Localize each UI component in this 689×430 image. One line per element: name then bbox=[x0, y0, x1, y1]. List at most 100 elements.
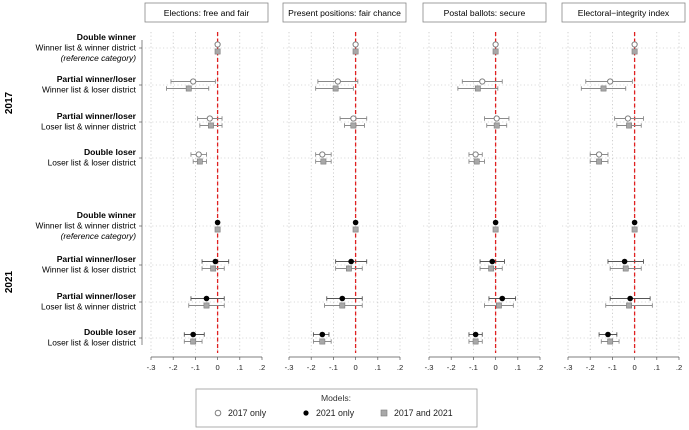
panel: Elections: free and fair -.3 -.2 -.1 0 .1 .2 bbox=[144, 2, 269, 372]
x-tick-label: .1 bbox=[654, 363, 660, 372]
data-point-2017-and-2021 bbox=[488, 265, 495, 272]
x-tick-label: -.1 bbox=[608, 363, 617, 372]
data-point-2017-and-2021 bbox=[492, 226, 499, 233]
x-tick-label: .2 bbox=[537, 363, 543, 372]
x-tick-label: .1 bbox=[515, 363, 521, 372]
x-tick-label: -.1 bbox=[191, 363, 200, 372]
data-point-2021-only bbox=[605, 331, 611, 338]
data-point-2017-only bbox=[352, 41, 359, 48]
panel-header bbox=[422, 2, 547, 23]
data-point-2017-only bbox=[206, 115, 213, 122]
panel: Postal ballots: secure -.3 -.2 -.1 0 .1 .2 bbox=[422, 2, 547, 372]
x-tick-label: -.3 bbox=[147, 363, 156, 372]
row-label-detail: Loser list & loser district bbox=[48, 158, 137, 168]
data-point-2017-only bbox=[190, 78, 197, 85]
legend-marker-square bbox=[380, 409, 388, 417]
x-tick-label: -.2 bbox=[307, 363, 316, 372]
data-point-2017-only bbox=[595, 151, 603, 158]
data-point-2017-only bbox=[479, 78, 486, 85]
panel-title: Present positions: fair chance bbox=[288, 8, 401, 18]
data-point-2017-only bbox=[350, 115, 357, 122]
data-point-2021-only bbox=[621, 258, 628, 265]
row-label-bold: Partial winner/loser bbox=[57, 111, 137, 121]
data-point-2021-only bbox=[319, 331, 326, 338]
x-tick-label: .1 bbox=[237, 363, 243, 372]
data-point-2021-only bbox=[348, 258, 354, 265]
legend-marker-hollow-circle bbox=[214, 409, 222, 417]
data-point-2017-and-2021 bbox=[352, 226, 359, 233]
x-tick-label: 0 bbox=[493, 363, 497, 372]
legend-marker-filled-circle bbox=[303, 410, 309, 416]
legend: Models: 2017 only 2021 only 2017 and 2021 bbox=[195, 388, 478, 428]
data-point-2021-only bbox=[190, 331, 196, 338]
panel-title: Electoral−integrity index bbox=[578, 8, 670, 18]
data-point-2017-and-2021 bbox=[320, 158, 327, 165]
data-point-2017-only bbox=[492, 41, 499, 48]
panel-header bbox=[144, 2, 269, 23]
data-point-2021-only bbox=[499, 295, 506, 302]
data-point-2017-and-2021 bbox=[474, 85, 481, 92]
row-label-note: (reference category) bbox=[61, 53, 137, 63]
legend-label: 2017 and 2021 bbox=[394, 408, 453, 418]
data-point-2017-and-2021 bbox=[596, 158, 602, 165]
x-tick-label: -.3 bbox=[564, 363, 573, 372]
row-label-note: (reference category) bbox=[61, 231, 137, 241]
data-point-2017-only bbox=[319, 151, 326, 158]
legend-label: 2017 only bbox=[228, 408, 267, 418]
legend-title: Models: bbox=[321, 393, 351, 403]
data-point-2021-only bbox=[203, 295, 210, 302]
data-point-2017-only bbox=[472, 151, 479, 158]
data-point-2017-and-2021 bbox=[190, 338, 197, 345]
data-point-2017-and-2021 bbox=[214, 226, 221, 233]
data-point-2021-only bbox=[472, 331, 479, 338]
row-label-detail: Loser list & winner district bbox=[41, 302, 137, 312]
data-point-2021-only bbox=[352, 219, 359, 226]
data-point-2017-only bbox=[214, 41, 221, 48]
data-point-2021-only bbox=[489, 258, 496, 265]
data-point-2017-only bbox=[607, 78, 614, 85]
x-tick-label: 0 bbox=[353, 363, 357, 372]
data-point-2017-only bbox=[631, 41, 638, 48]
row-label-bold: Partial winner/loser bbox=[57, 74, 137, 84]
data-point-2017-and-2021 bbox=[631, 48, 638, 55]
panel-title: Elections: free and fair bbox=[164, 8, 250, 18]
row-label-bold: Double winner bbox=[77, 32, 137, 42]
row-label-detail: Winner list & winner district bbox=[35, 221, 136, 231]
data-point-2017-and-2021 bbox=[473, 158, 480, 165]
data-point-2017-and-2021 bbox=[208, 122, 214, 129]
data-point-2017-and-2021 bbox=[492, 48, 499, 55]
x-tick-label: -.2 bbox=[447, 363, 456, 372]
data-point-2017-and-2021 bbox=[626, 302, 632, 309]
data-point-2017-only bbox=[624, 115, 632, 122]
legend-label: 2021 only bbox=[316, 408, 355, 418]
panel-title: Postal ballots: secure bbox=[444, 8, 526, 18]
row-label-detail: Winner list & loser district bbox=[42, 265, 137, 275]
x-tick-label: -.3 bbox=[425, 363, 434, 372]
data-point-2017-and-2021 bbox=[346, 265, 352, 272]
data-point-2021-only bbox=[339, 295, 346, 302]
panel-header bbox=[282, 2, 407, 23]
x-tick-label: .2 bbox=[259, 363, 265, 372]
data-point-2021-only bbox=[631, 219, 638, 226]
x-tick-label: -.2 bbox=[586, 363, 595, 372]
row-label-detail: Loser list & loser district bbox=[48, 338, 137, 348]
panel: Electoral−integrity index -.3 -.2 -.1 0 .1 .2 bbox=[561, 2, 686, 372]
x-tick-label: 0 bbox=[215, 363, 219, 372]
data-point-2017-and-2021 bbox=[600, 85, 607, 92]
row-label-bold: Double loser bbox=[84, 327, 137, 337]
data-point-2021-only bbox=[492, 219, 499, 226]
data-point-2017-and-2021 bbox=[214, 48, 221, 55]
data-point-2017-and-2021 bbox=[607, 338, 614, 345]
row-label-detail: Loser list & winner district bbox=[41, 122, 137, 132]
data-point-2017-and-2021 bbox=[472, 338, 479, 345]
panel-header bbox=[561, 2, 686, 23]
data-point-2017-and-2021 bbox=[210, 265, 217, 272]
